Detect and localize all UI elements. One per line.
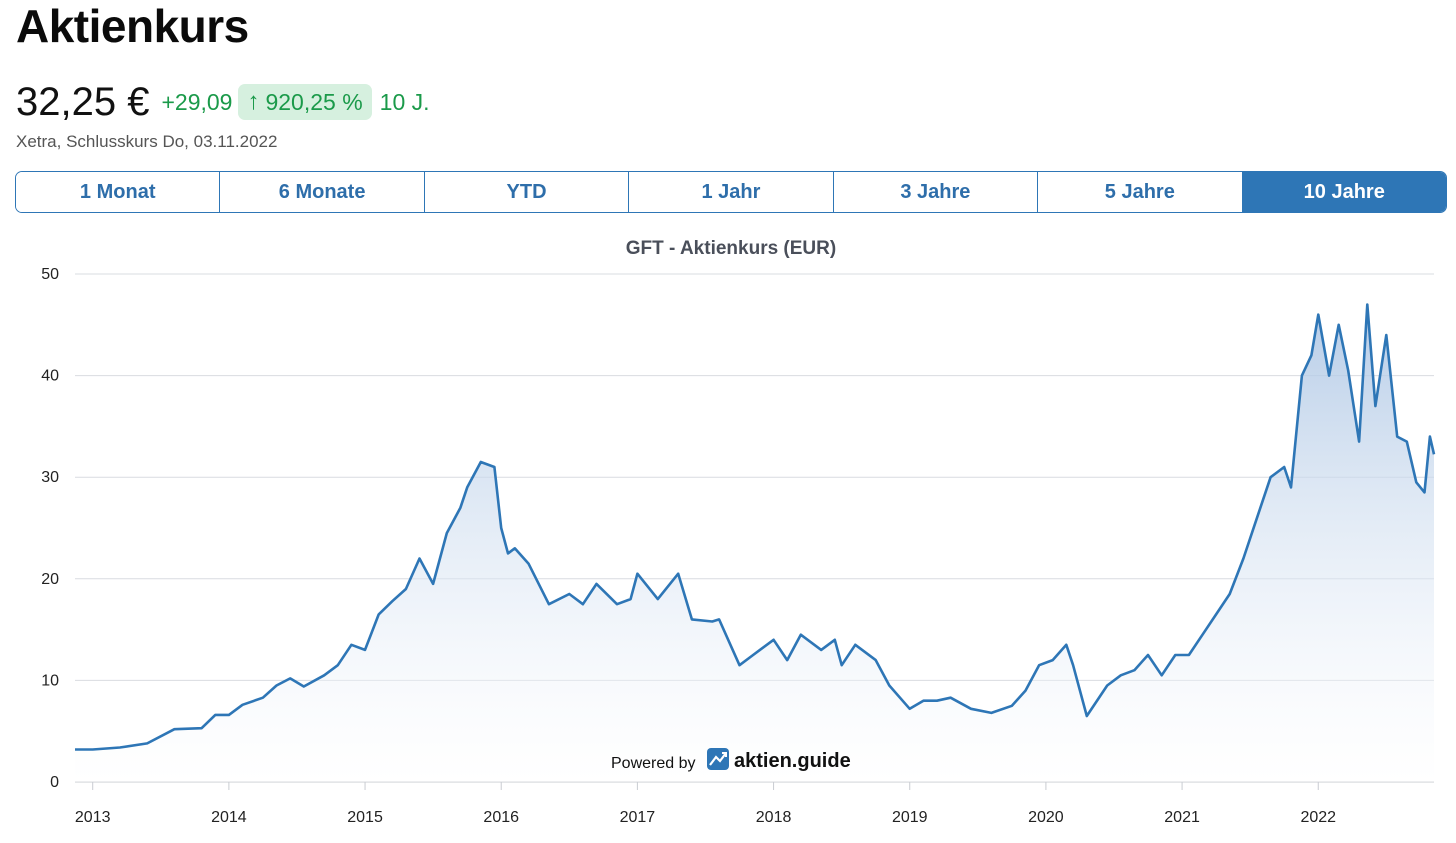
price-row: 32,25 € +29,09 ↑ 920,25 % 10 J.	[16, 74, 430, 130]
x-tick-label: 2018	[756, 809, 792, 826]
y-tick-label: 40	[41, 368, 59, 385]
price-area	[75, 304, 1434, 782]
tab-6-monate[interactable]: 6 Monate	[220, 172, 425, 212]
page-title: Aktienkurs	[16, 0, 249, 52]
tab-1-monat[interactable]: 1 Monat	[16, 172, 221, 212]
x-tick-label: 2016	[483, 809, 519, 826]
tab-10-jahre[interactable]: 10 Jahre	[1242, 172, 1446, 212]
y-tick-label: 30	[41, 469, 59, 486]
x-tick-label: 2020	[1028, 809, 1064, 826]
x-tick-label: 2019	[892, 809, 928, 826]
current-price: 32,25 €	[16, 79, 150, 124]
y-tick-label: 50	[41, 266, 59, 283]
y-tick-label: 0	[50, 774, 59, 791]
price-line	[75, 303, 1436, 751]
y-tick-label: 10	[41, 672, 59, 689]
percent-change-badge: ↑ 920,25 %	[238, 84, 372, 120]
powered-by-badge[interactable]: Powered by aktien.guide	[611, 748, 851, 772]
x-tick-label: 2017	[620, 809, 656, 826]
absolute-change: +29,09	[161, 88, 233, 115]
y-axis: 0 10 20 30 40 50	[41, 266, 59, 791]
brand-name: aktien.guide	[734, 750, 851, 772]
tab-3-jahre[interactable]: 3 Jahre	[833, 172, 1039, 212]
arrow-up-icon: ↑	[247, 88, 260, 115]
x-tick-label: 2014	[211, 809, 247, 826]
percent-change-value: 920,25 %	[265, 88, 363, 115]
tab-5-jahre[interactable]: 5 Jahre	[1038, 172, 1243, 212]
x-axis: 2013 2014 2015 2016 2017 2018 2019 2020 2021 2022	[75, 781, 1434, 826]
chart-trend-icon	[707, 748, 729, 770]
x-tick-label: 2021	[1164, 809, 1200, 826]
chart-title: GFT - Aktienkurs (EUR)	[626, 238, 836, 259]
change-period: 10 J.	[379, 88, 430, 115]
tab-ytd[interactable]: YTD	[424, 172, 630, 212]
timeframe-tabs: 1 Monat 6 Monate YTD 1 Jahr 3 Jahre 5 Jahre 10…	[15, 171, 1447, 213]
x-tick-label: 2013	[75, 809, 111, 826]
x-tick-label: 2015	[347, 809, 383, 826]
quote-subtitle: Xetra, Schlusskurs Do, 03.11.2022	[16, 132, 278, 151]
powered-by-label: Powered by	[611, 755, 696, 772]
x-tick-label: 2022	[1300, 809, 1336, 826]
y-tick-label: 20	[41, 571, 59, 588]
tab-1-jahr[interactable]: 1 Jahr	[629, 172, 834, 212]
